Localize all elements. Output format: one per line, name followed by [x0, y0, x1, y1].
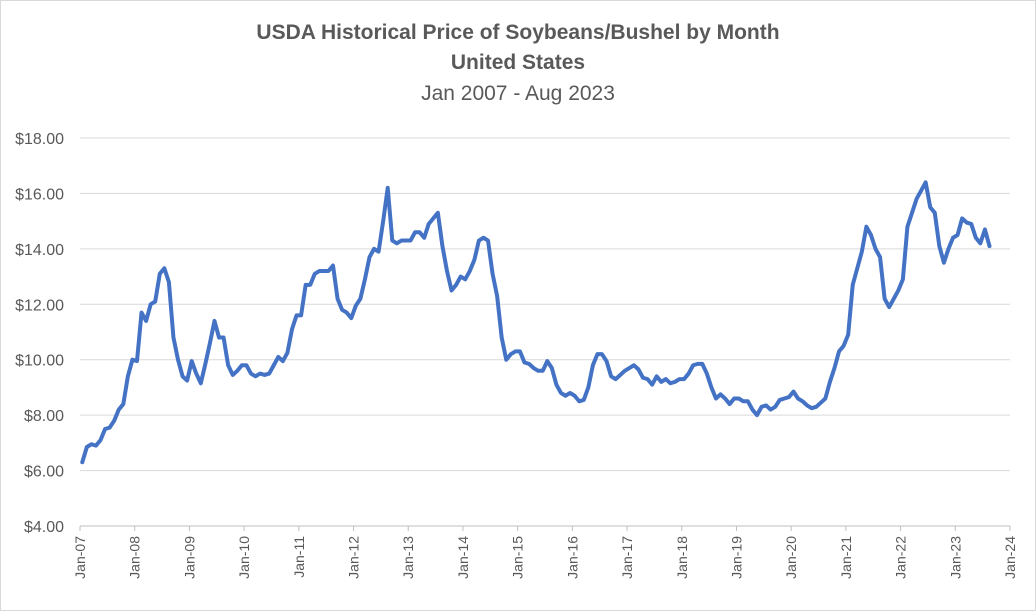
y-tick-label: $16.00 — [15, 186, 64, 203]
x-tick-label: Jan-10 — [236, 536, 252, 579]
x-tick-label: Jan-07 — [72, 536, 88, 579]
x-tick-label: Jan-18 — [674, 536, 690, 579]
y-tick-label: $6.00 — [24, 464, 64, 481]
chart-subtitle: United States — [450, 51, 586, 74]
x-tick-label: Jan-12 — [346, 536, 362, 579]
chart-date-range: Jan 2007 - Aug 2023 — [421, 82, 615, 105]
series-layer — [80, 180, 992, 465]
x-tick-label: Jan-20 — [783, 536, 799, 579]
y-tick-label: $4.00 — [24, 519, 64, 536]
x-tick-label: Jan-23 — [947, 536, 963, 579]
y-tick-label: $12.00 — [15, 297, 64, 314]
y-axis: $4.00 $6.00 $8.00 $10.00 $12.00 $14.00 $16.00 $… — [15, 131, 64, 536]
chart-titles: USDA Historical Price of Soybeans/Bushel… — [0, 18, 1036, 110]
x-tick-label: Jan-21 — [838, 536, 854, 579]
x-axis: Jan-07 Jan-08 Jan-09 Jan-10 Jan-11 Jan-12 Jan-… — [72, 525, 1018, 579]
x-tick-label: Jan-17 — [619, 536, 635, 579]
x-tick-label: Jan-11 — [291, 536, 307, 578]
y-tick-label: $10.00 — [15, 353, 64, 370]
x-tick-label: Jan-24 — [1002, 536, 1018, 579]
x-tick-label: Jan-13 — [400, 536, 416, 579]
x-tick-label: Jan-15 — [510, 536, 526, 579]
series-line — [80, 180, 992, 465]
y-tick-label: $18.00 — [15, 131, 64, 148]
chart-title: USDA Historical Price of Soybeans/Bushel… — [256, 21, 780, 44]
x-tick-label: Jan-08 — [127, 536, 143, 579]
gridlines — [80, 137, 1010, 472]
y-tick-label: $8.00 — [24, 408, 64, 425]
y-tick-label: $14.00 — [15, 242, 64, 259]
x-tick-label: Jan-22 — [893, 536, 909, 579]
x-tick-label: Jan-14 — [455, 536, 471, 579]
x-tick-label: Jan-09 — [181, 536, 197, 579]
x-tick-label: Jan-16 — [564, 536, 580, 579]
x-tick-label: Jan-19 — [728, 536, 744, 579]
